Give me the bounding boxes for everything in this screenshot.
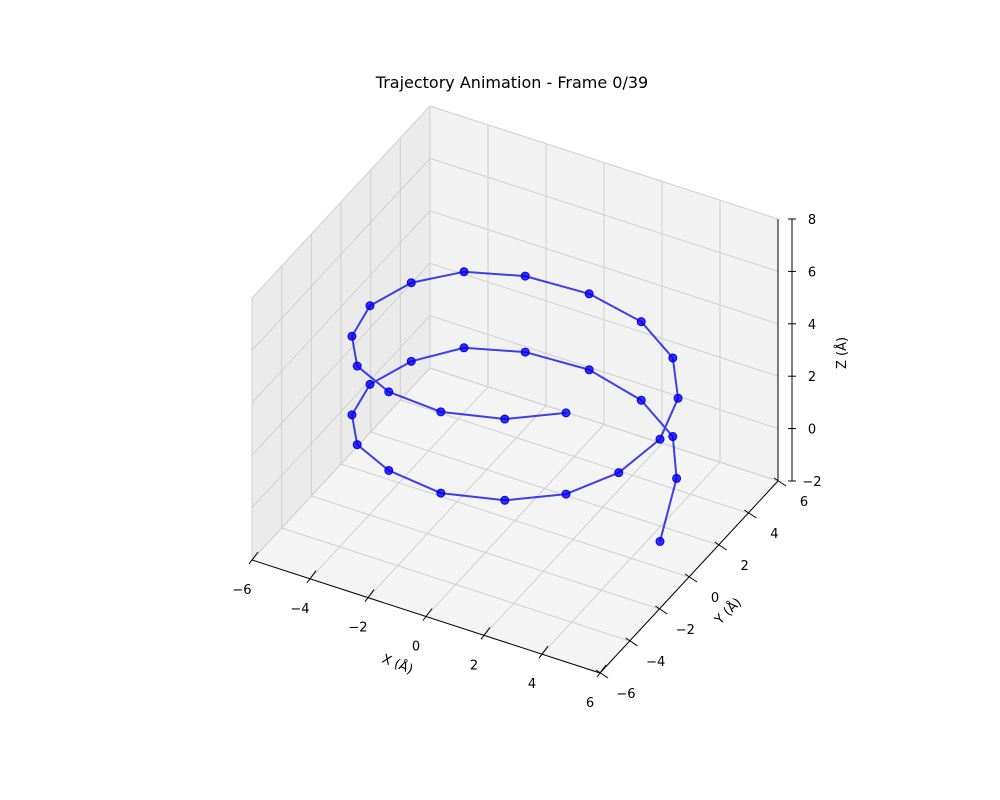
y-grid-floor <box>311 495 660 610</box>
y-tick-mark <box>655 605 668 615</box>
y-tick-label: 6 <box>800 495 808 510</box>
trajectory-point <box>436 488 446 498</box>
z-grid-back <box>429 262 779 377</box>
trajectory-point <box>655 536 665 546</box>
trajectory-point <box>406 278 416 288</box>
z-grid-left <box>251 210 431 404</box>
trajectory-point <box>636 395 646 405</box>
x-tick-mark <box>248 551 259 565</box>
trajectory-point <box>406 356 416 366</box>
y-tick-label: −4 <box>646 655 665 670</box>
x-tick-mark <box>596 664 607 678</box>
trajectory-point <box>672 473 682 483</box>
trajectory-point <box>500 414 510 424</box>
z-grid-back <box>429 210 779 325</box>
y-grid-floor <box>400 399 749 514</box>
y-tick-mark <box>595 669 609 679</box>
z-grid-left <box>251 158 431 351</box>
trajectory-point <box>352 361 362 371</box>
y-tick-label: 2 <box>741 559 749 574</box>
trajectory-point <box>500 495 510 505</box>
trajectory-point <box>365 379 375 389</box>
x-tick-mark <box>538 645 549 659</box>
x-tick-label: 6 <box>586 696 594 711</box>
z-grid-left <box>251 262 431 456</box>
y-tick-label: 0 <box>711 591 719 606</box>
x-tick-label: 0 <box>412 640 420 655</box>
trajectory-point <box>561 408 571 418</box>
z-tick-label: 4 <box>808 318 816 333</box>
trajectory-point <box>584 289 594 299</box>
y-tick-label: −2 <box>676 623 695 638</box>
x-tick-label: −2 <box>348 621 367 636</box>
y-tick-mark <box>744 509 757 519</box>
z-tick-label: 2 <box>808 370 816 385</box>
x-tick-mark <box>480 627 491 640</box>
y-tick-mark <box>773 477 787 487</box>
z-grid-back <box>429 367 779 482</box>
trajectory-point <box>636 317 646 327</box>
trajectory-point <box>673 393 683 403</box>
trajectory-point <box>459 343 469 353</box>
x-tick-label: −4 <box>290 602 309 617</box>
trajectory-point <box>668 353 678 363</box>
trajectory-point <box>459 267 469 277</box>
z-tick-label: −2 <box>802 475 821 490</box>
z-tick-label: 6 <box>808 265 816 280</box>
x-tick-label: 2 <box>470 658 478 673</box>
trajectory-point <box>365 301 375 311</box>
x-axis-label: X (Å) <box>380 651 416 678</box>
x-tick-mark <box>364 589 375 602</box>
trajectory-point <box>347 331 357 341</box>
z-grid-left <box>251 367 431 561</box>
trajectory-point <box>352 440 362 450</box>
y-tick-label: −6 <box>616 687 635 702</box>
trajectory-point <box>668 432 678 442</box>
trajectory-point <box>584 365 594 375</box>
y-grid-floor <box>281 527 630 642</box>
trajectory-point <box>655 434 665 444</box>
x-tick-label: 4 <box>528 677 536 692</box>
trajectory-point <box>520 271 530 281</box>
y-tick-mark <box>714 541 727 551</box>
y-tick-label: 4 <box>770 527 778 542</box>
x-tick-label: −6 <box>232 583 251 598</box>
z-grid-back <box>429 315 779 430</box>
x-tick-mark <box>422 608 433 621</box>
z-tick-label: 8 <box>808 213 816 228</box>
chart-title: Trajectory Animation - Frame 0/39 <box>375 73 648 92</box>
z-tick-label: 0 <box>808 423 816 438</box>
z-grid-back <box>429 105 779 220</box>
y-grid-floor <box>370 431 719 546</box>
y-grid-floor <box>340 463 690 578</box>
trajectory-point <box>347 410 357 420</box>
y-tick-mark <box>625 637 638 647</box>
z-grid-left <box>251 105 431 299</box>
trajectory-point <box>384 387 394 397</box>
trajectory-point <box>520 347 530 357</box>
trajectory-point <box>384 465 394 475</box>
trajectory-point <box>614 468 624 478</box>
y-tick-mark <box>684 573 698 583</box>
trajectory-point <box>561 489 571 499</box>
x-tick-mark <box>306 570 317 584</box>
z-axis-label: Z (Å) <box>834 337 850 369</box>
trajectory-point <box>436 407 446 417</box>
z-grid-back <box>429 157 779 272</box>
z-grid-left <box>251 315 431 508</box>
